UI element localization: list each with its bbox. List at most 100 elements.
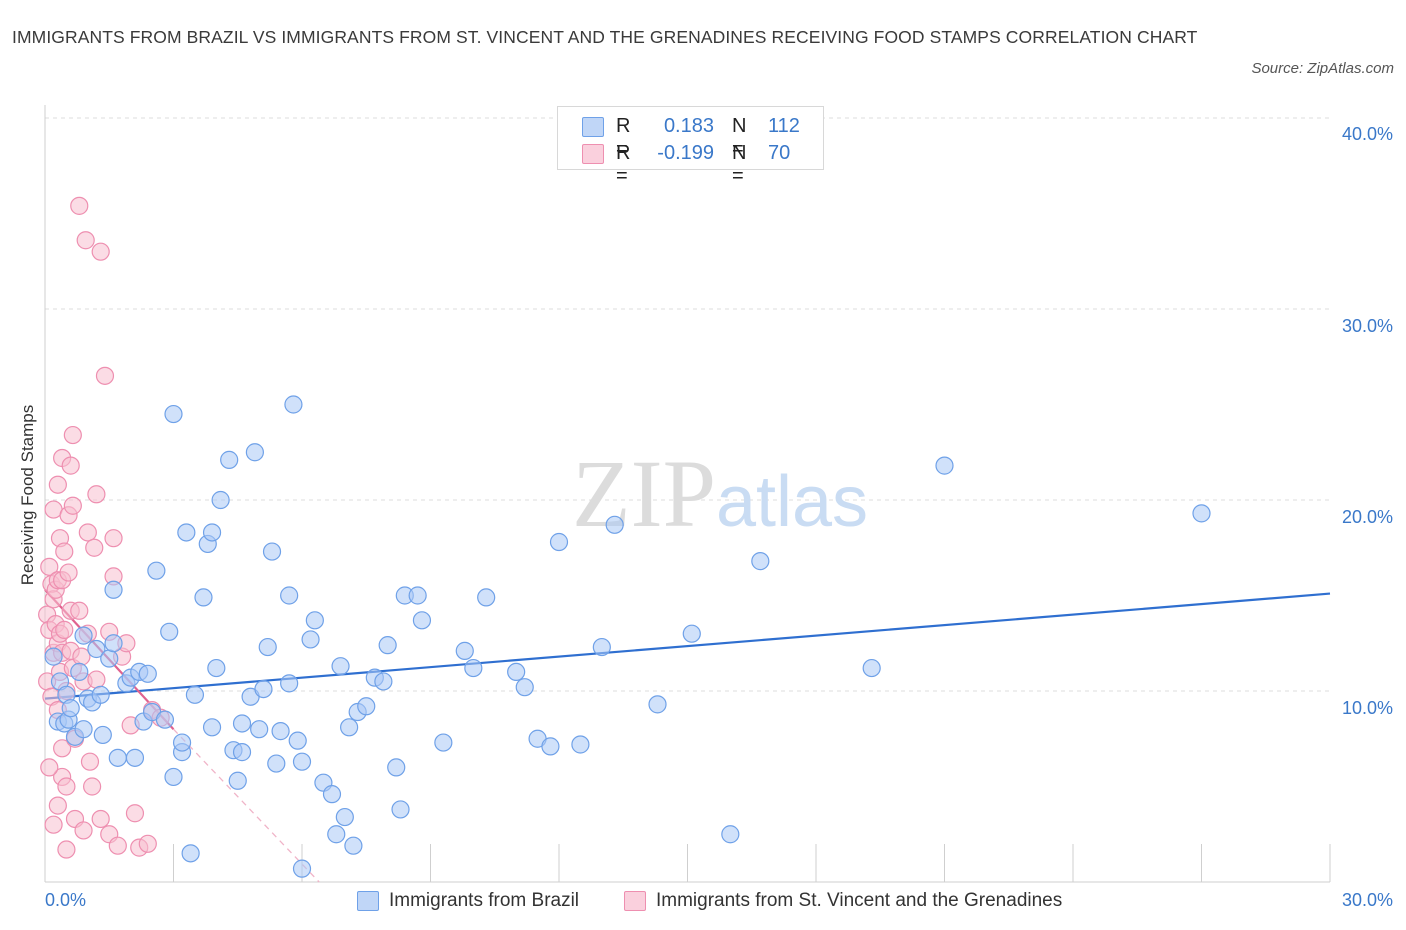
st-vincent-point <box>53 739 72 758</box>
brazil-point <box>164 404 183 424</box>
legend-swatch-st-vincent <box>624 891 646 911</box>
st-vincent-point <box>78 523 97 542</box>
brazil-point <box>284 395 303 414</box>
st-vincent-trend-extension <box>173 728 320 883</box>
st-vincent-point <box>80 752 100 771</box>
brazil-point <box>378 636 397 655</box>
brazil-point <box>211 490 230 510</box>
brazil-point <box>412 611 432 630</box>
st-vincent-point <box>95 366 115 385</box>
st-vincent-point <box>74 821 93 840</box>
watermark: ZIPatlas <box>572 440 868 547</box>
brazil-point <box>515 678 534 697</box>
st-vincent-point <box>85 538 104 557</box>
brazil-point <box>271 722 290 741</box>
st-vincent-point <box>108 836 127 855</box>
n-value: 70 <box>768 142 791 164</box>
brazil-point <box>305 611 324 630</box>
y-tick-label: 10.0% <box>1341 698 1393 718</box>
brazil-point <box>207 658 226 678</box>
st-vincent-point <box>70 601 89 620</box>
brazil-point <box>254 679 273 699</box>
y-tick-label: 30.0% <box>1341 316 1393 336</box>
brazil-point <box>935 456 954 475</box>
brazil-point <box>862 658 881 678</box>
n-value: 112 <box>768 115 800 137</box>
r-label: R = <box>616 142 631 187</box>
st-vincent-point <box>91 809 110 829</box>
brazil-point <box>1192 504 1211 523</box>
brazil-point <box>280 586 299 605</box>
brazil-point <box>374 672 393 691</box>
y-tick-label: 40.0% <box>1341 124 1393 144</box>
st-vincent-point <box>48 475 67 494</box>
brazil-point <box>721 825 740 844</box>
brazil-point <box>541 737 560 756</box>
brazil-point <box>172 733 192 752</box>
brazil-point <box>147 561 166 580</box>
n-label: N = <box>732 142 747 187</box>
x-tick-label: 0.0% <box>45 890 87 910</box>
r-value: -0.199 <box>657 142 714 164</box>
n-label: N = <box>732 115 747 160</box>
brazil-point <box>344 836 363 855</box>
brazil-point <box>357 697 376 716</box>
st-vincent-point <box>63 425 82 445</box>
source-label: Source: ZipAtlas.com <box>1251 60 1394 77</box>
brazil-point <box>340 718 359 737</box>
legend-label: Immigrants from Brazil <box>389 890 580 911</box>
brazil-point <box>292 859 312 878</box>
st-vincent-point <box>138 834 157 853</box>
st-vincent-point <box>87 485 106 504</box>
st-vincent-point <box>63 496 82 515</box>
brazil-point <box>571 735 590 754</box>
brazil-point <box>327 825 346 844</box>
correlation-legend: R = 0.183 N = 112 R = -0.199 N = 70 <box>557 106 824 187</box>
brazil-point <box>104 634 123 653</box>
brazil-point <box>280 674 299 693</box>
brazil-point <box>648 695 667 714</box>
brazil-point <box>387 758 406 777</box>
brazil-point <box>455 641 474 660</box>
st-vincent-point <box>76 231 95 250</box>
chart-title: IMMIGRANTS FROM BRAZIL VS IMMIGRANTS FRO… <box>12 27 1198 47</box>
brazil-point <box>202 523 222 542</box>
legend-swatch-st-vincent <box>582 144 604 164</box>
brazil-point <box>477 588 496 607</box>
brazil-point <box>61 699 80 718</box>
brazil-point <box>335 807 354 827</box>
legend-swatch-brazil <box>582 117 604 137</box>
st-vincent-point <box>125 804 145 823</box>
brazil-point <box>181 844 200 863</box>
grid-lines <box>45 117 1330 692</box>
brazil-point <box>160 622 179 641</box>
brazil-point <box>507 662 526 682</box>
brazil-point <box>232 714 252 733</box>
st-vincent-point <box>83 777 102 796</box>
brazil-point <box>202 718 222 737</box>
brazil-point <box>301 630 320 649</box>
brazil-point <box>292 752 312 771</box>
brazil-point <box>331 657 350 676</box>
brazil-point <box>434 733 453 752</box>
brazil-point <box>220 450 239 469</box>
brazil-point <box>605 515 624 534</box>
brazil-point <box>464 658 483 678</box>
brazil-point <box>258 637 277 657</box>
st-vincent-point <box>59 563 78 582</box>
st-vincent-point <box>48 796 67 815</box>
legend-label: Immigrants from St. Vincent and the Gren… <box>656 890 1063 911</box>
brazil-point <box>408 586 427 605</box>
brazil-point <box>262 542 282 561</box>
brazil-point <box>164 767 183 787</box>
brazil-point <box>70 662 89 682</box>
brazil-point <box>108 748 127 767</box>
st-vincent-point <box>55 620 74 639</box>
brazil-point <box>44 647 63 666</box>
x-tick-label: 30.0% <box>1341 890 1393 910</box>
st-vincent-point <box>91 242 110 261</box>
y-tick-label: 20.0% <box>1341 507 1393 527</box>
st-vincent-point <box>70 196 89 215</box>
brazil-point <box>177 523 196 542</box>
